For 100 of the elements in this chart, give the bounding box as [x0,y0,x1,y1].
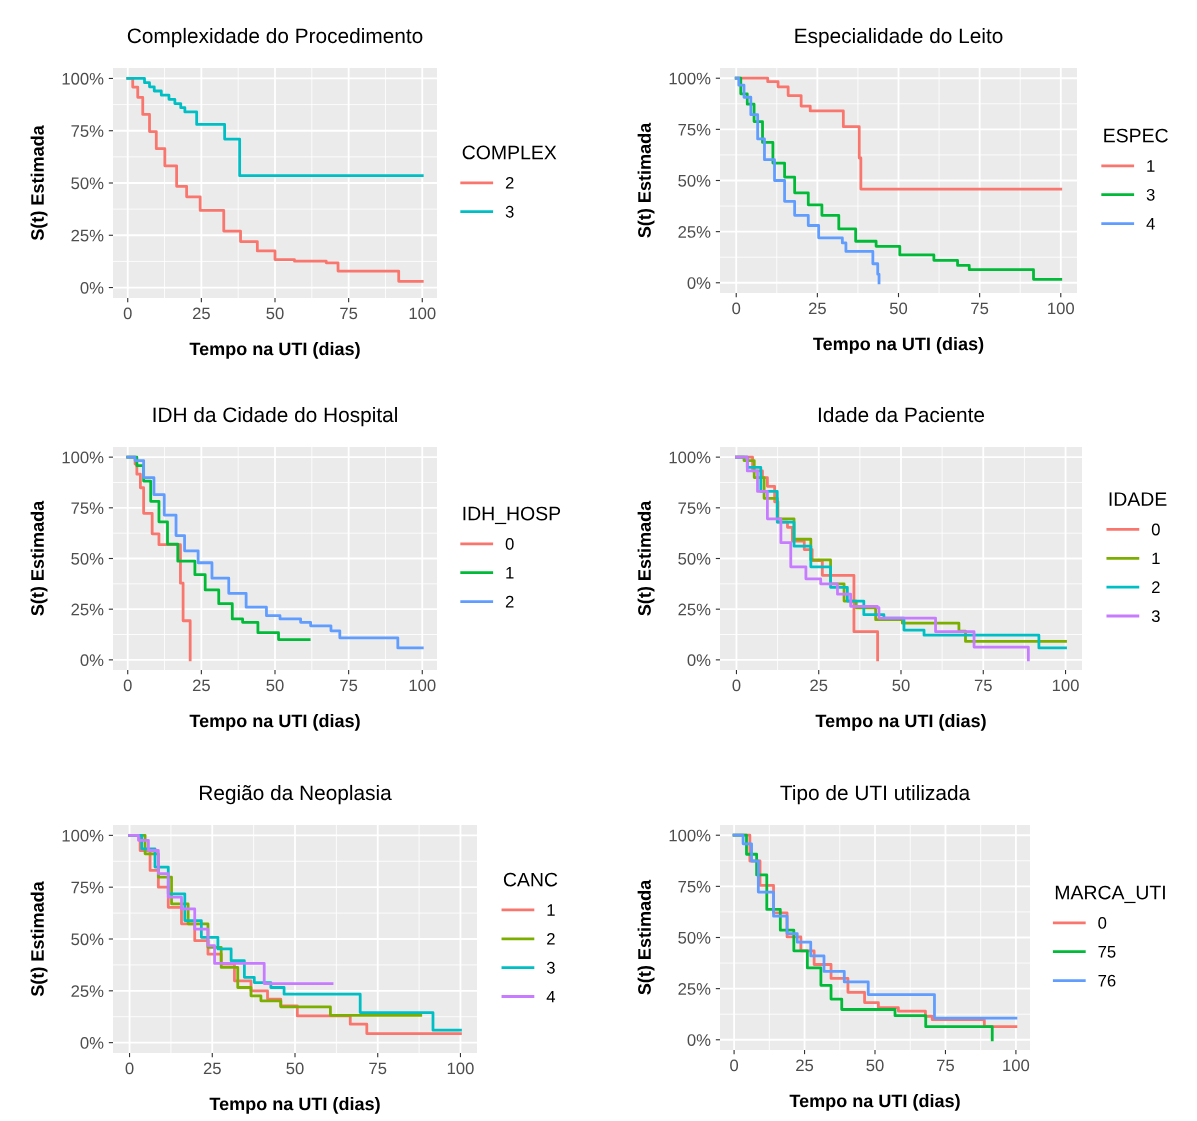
x-tick-label: 25 [808,302,826,315]
legend-label: 75 [1098,946,1116,958]
x-tick-label: 75 [971,302,989,315]
y-tick-label: 25% [71,229,104,242]
x-tick-label: 0 [732,679,741,692]
y-tick-label: 0% [80,654,104,667]
x-tick-label: 50 [266,307,284,320]
x-tick-label: 100 [409,307,436,320]
x-axis-title: Tempo na UTI (dias) [209,1097,380,1114]
chart-title: Tipo de UTI utilizada [780,784,971,805]
legend-label: 0 [1098,917,1107,929]
y-tick-label: 100% [669,451,711,464]
x-tick-label: 75 [340,679,358,692]
legend-label: 1 [1147,160,1155,172]
y-axis-title: S(t) Estimada [637,879,655,995]
legend-label: 1 [1152,552,1160,565]
legend-title: CANC [503,872,558,887]
chart-title: Idade da Paciente [818,406,985,423]
legend-label: 3 [505,205,514,218]
x-tick-label: 50 [889,302,908,315]
chart-title: Região da Neoplasia [200,784,392,805]
legend-label: 2 [505,176,514,189]
y-tick-label: 50% [71,933,104,946]
y-tick-label: 100% [669,829,711,842]
x-tick-label: 100 [1003,1059,1030,1072]
legend-label: 4 [1146,217,1155,230]
legend-label: 76 [1098,974,1116,987]
x-tick-label: 0 [732,302,741,315]
y-tick-label: 50% [678,931,711,944]
legend-label: 1 [506,567,514,579]
y-axis-title: S(t) Estimada [30,500,48,616]
x-tick-label: 25 [796,1059,814,1072]
y-tick-label: 0% [687,277,711,289]
legend-label: 4 [546,990,556,1003]
y-tick-label: 25% [678,603,711,616]
legend-label: 1 [547,904,555,916]
y-tick-label: 25% [71,603,104,616]
x-tick-label: 25 [192,307,210,320]
y-tick-label: 50% [678,552,711,565]
y-tick-label: 75% [71,502,104,515]
x-tick-label: 25 [810,679,828,692]
y-tick-label: 0% [687,654,711,667]
y-tick-label: 0% [80,1037,104,1049]
y-tick-label: 100% [62,451,104,464]
x-tick-label: 0 [123,307,132,320]
chart-title: Especialidade do Leito [795,27,1003,48]
legend-label: 0 [1151,523,1160,536]
legend-label: 2 [505,595,514,608]
y-tick-label: 75% [678,123,711,136]
legend-title: IDH_HOSP [463,506,561,525]
x-tick-label: 100 [447,1062,474,1075]
y-tick-label: 100% [62,829,104,842]
x-tick-label: 0 [730,1059,739,1072]
x-tick-label: 0 [123,679,132,692]
x-tick-label: 75 [937,1059,955,1072]
chart-title: IDH da Cidade do Hospital [153,406,397,427]
legend-title: ESPEC [1104,128,1168,143]
legend-title: IDADE [1109,492,1167,506]
x-tick-label: 100 [409,679,436,692]
x-tick-label: 25 [203,1062,221,1075]
legend-label: 0 [505,538,514,550]
y-tick-label: 25% [71,985,104,998]
y-tick-label: 50% [71,177,104,190]
legend-label: 3 [1151,610,1160,623]
y-tick-label: 0% [80,281,104,294]
x-tick-label: 0 [125,1062,134,1075]
y-tick-label: 25% [678,226,711,238]
legend-label: 2 [547,932,555,945]
y-axis-title: S(t) Estimada [637,500,655,616]
y-axis-title: S(t) Estimada [637,122,655,238]
x-tick-label: 100 [1048,302,1075,315]
y-tick-label: 75% [678,502,711,515]
y-tick-label: 75% [71,125,104,137]
chart-title: Complexidade do Procedimento [127,27,423,48]
x-axis-title: Tempo na UTI (dias) [815,714,986,731]
y-tick-label: 75% [71,881,104,894]
x-axis-title: Tempo na UTI (dias) [813,337,984,354]
x-tick-label: 50 [286,1062,304,1075]
x-tick-label: 50 [892,679,910,692]
legend-label: 2 [1152,581,1160,593]
y-axis-title: S(t) Estimada [30,125,48,241]
y-tick-label: 25% [678,983,711,995]
y-tick-label: 50% [678,174,711,187]
y-tick-label: 100% [62,72,104,85]
legend-label: 3 [546,961,555,974]
x-tick-label: 25 [192,679,210,692]
legend-label: 3 [1146,188,1155,201]
x-tick-label: 100 [1052,679,1079,692]
x-tick-label: 50 [266,679,284,692]
y-tick-label: 75% [678,880,711,893]
x-axis-title: Tempo na UTI (dias) [189,342,360,359]
x-tick-label: 75 [369,1062,387,1075]
y-tick-label: 50% [71,552,104,565]
x-tick-label: 75 [340,307,358,320]
y-tick-label: 100% [669,72,711,85]
legend-title: MARCA_UTI [1055,885,1165,904]
x-tick-label: 75 [974,679,992,692]
x-axis-title: Tempo na UTI (dias) [189,714,360,731]
y-axis-title: S(t) Estimada [30,881,48,997]
legend-title: COMPLEX [462,145,557,160]
